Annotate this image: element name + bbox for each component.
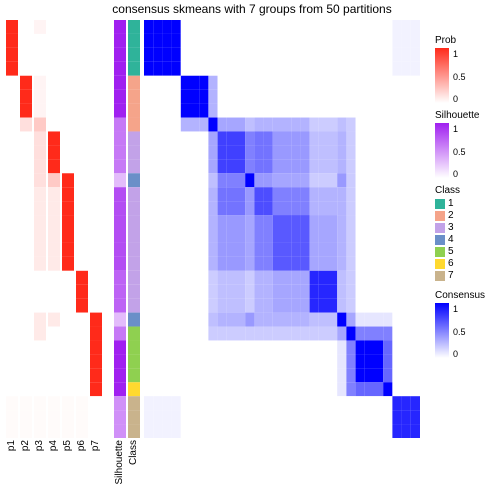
class-label: Class [128, 440, 139, 465]
annot-label: p4 [48, 440, 59, 451]
silhouette-label: Silhouette [114, 440, 125, 484]
legend-silhouette: Silhouette10.50 [435, 110, 479, 181]
legend-consensus: Consensus10.50 [435, 290, 485, 361]
legend-prob: Prob10.50 [435, 35, 456, 106]
heatmap-svg [0, 0, 504, 504]
annot-label: p5 [62, 440, 73, 451]
annot-label: p7 [90, 440, 101, 451]
annot-label: p1 [6, 440, 17, 451]
legend-class: Class1234567 [435, 185, 460, 282]
annot-label: p2 [20, 440, 31, 451]
annot-label: p6 [76, 440, 87, 451]
annot-label: p3 [34, 440, 45, 451]
